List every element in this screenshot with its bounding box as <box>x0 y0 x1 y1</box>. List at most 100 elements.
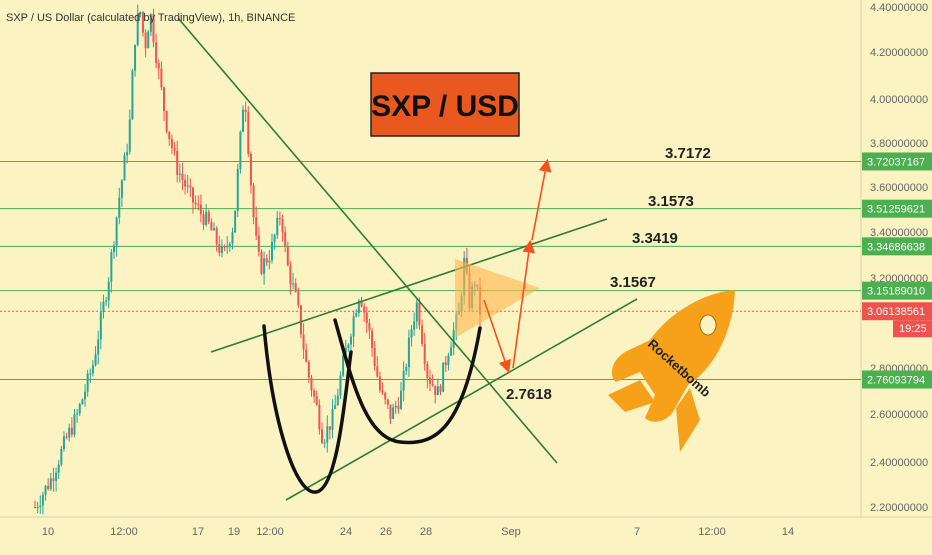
candle-body <box>73 414 76 435</box>
candle-body <box>371 330 374 348</box>
candle-body <box>389 404 392 419</box>
candle-body <box>223 246 226 248</box>
candle-body <box>289 265 292 285</box>
level-price-badge-text: 3.34686638 <box>867 241 925 253</box>
candle-body <box>297 291 300 306</box>
rocket-fin-left <box>608 380 655 412</box>
rocket-window <box>699 314 717 336</box>
candle-body <box>302 334 305 350</box>
time-tick-label: 14 <box>782 526 794 538</box>
candle-body <box>197 204 200 206</box>
candle-body <box>228 243 231 247</box>
candle-body <box>376 366 379 377</box>
candle-body <box>186 185 189 187</box>
candle-body <box>149 14 152 32</box>
candle-body <box>99 312 102 340</box>
candle-body <box>76 413 79 415</box>
candle-body <box>118 197 121 218</box>
time-tick-label: 12:00 <box>110 526 138 538</box>
time-tick-label: 28 <box>420 526 432 538</box>
candle-body <box>349 336 352 345</box>
candle-body <box>152 14 155 43</box>
time-tick-label: 10 <box>42 526 54 538</box>
candle-body <box>284 232 287 247</box>
candle-body <box>231 232 234 244</box>
level-label: 3.3419 <box>632 230 678 247</box>
candle-body <box>215 228 218 245</box>
candle-body <box>39 505 42 508</box>
candle-body <box>418 302 421 326</box>
level-labels: 3.7172 3.1573 3.3419 3.1567 2.7618 <box>506 145 711 403</box>
price-tick-label: 3.60000000 <box>870 182 928 194</box>
candle-body <box>365 312 368 324</box>
level-price-badge-text: 3.51259621 <box>867 204 925 216</box>
candle-body <box>450 347 453 356</box>
rocket-illustration: Rocketbomb <box>608 290 735 452</box>
level-price-badge-text: 2.76093794 <box>867 375 925 387</box>
candle-body <box>112 245 115 253</box>
candle-body <box>110 252 113 282</box>
candle-body <box>402 370 405 391</box>
current-price-badge <box>862 302 932 321</box>
time-tick-label: 26 <box>380 526 392 538</box>
candle-body <box>107 281 110 301</box>
candle-body <box>394 405 397 408</box>
candle-body <box>234 210 237 233</box>
up-arrow-1 <box>512 239 536 369</box>
candle-body <box>157 63 160 69</box>
candle-body <box>384 392 387 400</box>
candle-body <box>78 404 81 414</box>
price-tick-label: 4.00000000 <box>870 94 928 106</box>
time-axis: 10 12:00 17 19 12:00 24 26 28 Sep 7 12:00 14 <box>42 526 794 538</box>
candle-body <box>86 373 89 392</box>
candle-body <box>62 436 65 449</box>
price-tick-label: 2.60000000 <box>870 409 928 421</box>
candle-body <box>202 213 205 225</box>
candle-body <box>144 32 147 49</box>
candle-body <box>244 109 247 113</box>
candle-body <box>270 241 273 261</box>
candle-body <box>347 344 350 349</box>
candle-body <box>134 44 137 71</box>
candle-body <box>294 283 297 292</box>
candle-body <box>299 305 302 335</box>
candle-body <box>315 396 318 405</box>
candle-body <box>313 390 316 397</box>
candle-body <box>70 427 73 435</box>
price-badges: 3.72037167 3.51259621 3.34686638 3.15189010… <box>862 152 932 389</box>
candle-body <box>49 478 52 489</box>
candle-body <box>442 362 445 392</box>
candle-body <box>102 301 105 313</box>
price-tick-label: 4.20000000 <box>870 47 928 59</box>
up-arrow-2 <box>531 158 552 241</box>
candle-body <box>381 390 384 393</box>
candle-body <box>136 14 139 45</box>
candle-body <box>252 185 255 218</box>
level-price-badge <box>862 370 932 389</box>
price-tick-label: 3.80000000 <box>870 138 928 150</box>
candle-body <box>323 442 326 444</box>
pattern-curve-left <box>262 324 353 494</box>
candle-body <box>226 246 229 248</box>
candle-body <box>65 436 68 438</box>
time-tick-label: 7 <box>634 526 640 538</box>
candle-body <box>189 185 192 188</box>
candle-body <box>292 283 295 285</box>
projection-arrows <box>483 158 552 374</box>
time-tick-label: Sep <box>501 526 521 538</box>
descending-trendline <box>177 17 558 464</box>
candle-body <box>178 173 181 175</box>
level-label: 2.7618 <box>506 386 552 403</box>
level-price-badge <box>862 152 932 171</box>
candle-body <box>105 300 108 302</box>
candle-body <box>286 246 289 266</box>
time-tick-label: 17 <box>192 526 204 538</box>
level-label: 3.1573 <box>648 193 694 210</box>
candle-body <box>407 337 410 368</box>
candle-body <box>126 151 129 156</box>
candle-body <box>210 221 213 231</box>
candle-body <box>57 464 60 473</box>
candle-body <box>218 244 221 253</box>
